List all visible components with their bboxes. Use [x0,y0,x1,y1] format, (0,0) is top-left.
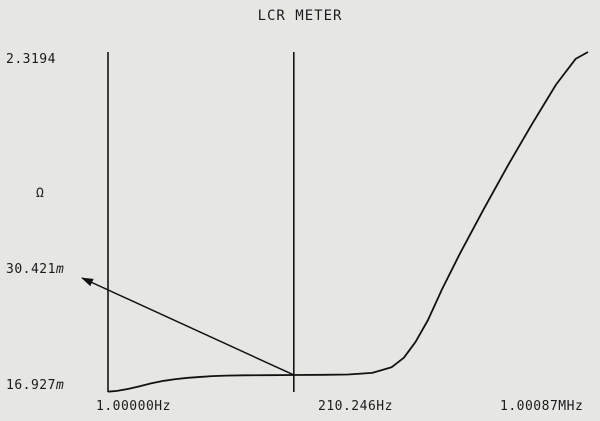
chart-title: LCR METER [257,8,343,24]
y-marker-value-label: 30.421m [6,262,64,277]
impedance-trace [107,51,589,393]
x-axis-start-label: 1.00000Hz [96,399,171,414]
y-axis-max-label: 2.3194 [6,52,56,67]
marker-arrow [81,277,295,376]
y-marker-number: 30.421 [6,262,56,277]
x-axis-end-label: 1.00087MHz [500,399,584,414]
y-marker-suffix: m [55,262,65,277]
y-min-number: 16.927 [6,378,56,393]
y-min-suffix: m [55,378,65,393]
y-axis-min-label: 16.927m [6,378,64,393]
x-cursor-frequency-label: 210.246Hz [318,399,393,414]
y-axis-unit-label: Ω [36,186,45,201]
